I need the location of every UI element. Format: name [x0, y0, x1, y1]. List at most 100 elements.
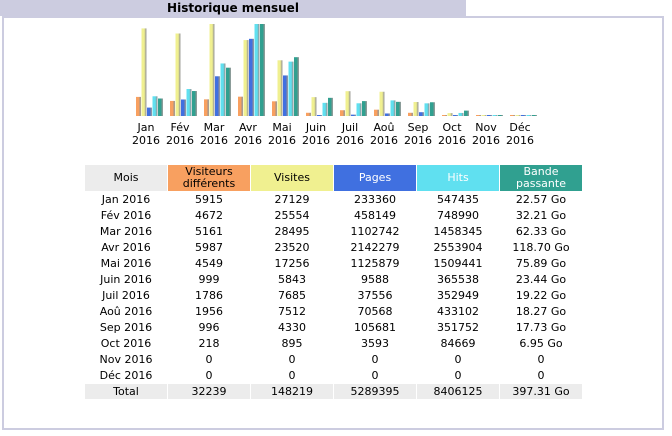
bar-bandwidth — [396, 101, 401, 116]
cell-visitors: 4549 — [195, 257, 223, 270]
month-tick-label: Sep 2016 — [401, 121, 435, 147]
cell-hits: 351752 — [437, 321, 479, 334]
month-name: Sep — [407, 121, 429, 134]
cell-visitors: 218 — [198, 337, 220, 350]
cell-hits: 1509441 — [433, 257, 483, 270]
cell-pages: 1125879 — [350, 257, 400, 270]
total-cell-visitors: 32239 — [168, 384, 250, 399]
bar-visitors — [340, 110, 345, 116]
month-name: Mar — [203, 121, 225, 134]
cell-pages: 3593 — [361, 337, 389, 350]
bar-pages — [453, 115, 458, 116]
cell-visitors: 996 — [198, 321, 220, 334]
header-pages: Pages — [334, 165, 416, 191]
header-hits: Hits — [417, 165, 499, 191]
month-year: 2016 — [302, 134, 330, 147]
table-header-row: Mois Visiteurs différents Visites Pages … — [85, 165, 582, 191]
cell-pages: 0 — [371, 369, 379, 382]
bar-hits — [390, 100, 396, 116]
bar-bandwidth — [362, 101, 367, 116]
bar-hits — [288, 61, 294, 116]
table-total-row: Total 32239 148219 5289395 8406125 397.31 Go — [85, 384, 582, 399]
cell-pages: 1102742 — [350, 225, 400, 238]
bar-visitors — [272, 101, 277, 116]
bar-pages — [487, 115, 492, 116]
bar-visits — [311, 97, 317, 116]
month-year: 2016 — [370, 134, 398, 147]
cell-month: Sep 2016 — [99, 321, 153, 334]
cell-pages: 70568 — [357, 305, 393, 318]
bar-bandwidth — [226, 67, 231, 116]
cell-pages: 233360 — [354, 193, 396, 206]
bar-bandwidth — [328, 97, 333, 116]
month-tick-label: Aoû 2016 — [367, 121, 401, 147]
month-year: 2016 — [438, 134, 466, 147]
month-name: Avr — [239, 121, 257, 134]
cell-hits: 547435 — [437, 193, 479, 206]
cell-month: Juil 2016 — [102, 289, 150, 302]
cell-bandwidth: 6.95 Go — [519, 337, 563, 350]
total-cell-bandwidth: 397.31 Go — [500, 384, 582, 399]
cell-visits: 28495 — [274, 225, 310, 238]
bar-visits — [515, 115, 521, 116]
total-cell-hits: 8406125 — [417, 384, 499, 399]
cell-bandwidth: 62.33 Go — [515, 225, 567, 238]
bar-hits — [322, 102, 328, 116]
cell-hits: 0 — [454, 369, 462, 382]
bar-pages — [317, 115, 322, 116]
cell-bandwidth: 0 — [537, 369, 545, 382]
total-cell-pages: 5289395 — [334, 384, 416, 399]
month-tick-label: Fév 2016 — [163, 121, 197, 147]
month-year: 2016 — [200, 134, 228, 147]
cell-month: Juin 2016 — [100, 273, 152, 286]
bar-visits — [175, 33, 181, 116]
bar-hits — [254, 24, 260, 116]
bar-visitors — [136, 96, 141, 116]
cell-hits: 433102 — [437, 305, 479, 318]
bar-visitors — [170, 100, 175, 116]
month-tick-label: Juin 2016 — [299, 121, 333, 147]
month-name: Juin — [305, 121, 327, 134]
month-name: Aoû — [373, 121, 395, 134]
cell-visits: 23520 — [274, 241, 310, 254]
bar-hits — [458, 112, 464, 116]
bar-visitors — [408, 112, 413, 116]
table-row: Fév 2016 4672 25554 458149 748990 32.21 Go — [85, 208, 582, 223]
table-row: Jan 2016 5915 27129 233360 547435 22.57 Go — [85, 192, 582, 207]
cell-hits: 0 — [454, 353, 462, 366]
cell-month: Fév 2016 — [100, 209, 152, 222]
month-year: 2016 — [506, 134, 534, 147]
bar-pages — [351, 114, 356, 116]
header-month: Mois — [85, 165, 167, 191]
bar-pages — [181, 99, 186, 116]
monthly-stats-table: Mois Visiteurs différents Visites Pages … — [84, 164, 583, 400]
cell-hits: 2553904 — [433, 241, 483, 254]
cell-visits: 4330 — [278, 321, 306, 334]
table-row: Avr 2016 5987 23520 2142279 2553904 118.70 Go — [85, 240, 582, 255]
bar-bandwidth — [158, 98, 163, 116]
table-row: Juin 2016 999 5843 9588 365538 23.44 Go — [85, 272, 582, 287]
month-year: 2016 — [234, 134, 262, 147]
cell-bandwidth: 32.21 Go — [515, 209, 567, 222]
cell-visitors: 0 — [205, 369, 213, 382]
bar-hits — [424, 103, 430, 116]
cell-hits: 1458345 — [433, 225, 483, 238]
cell-bandwidth: 19.22 Go — [515, 289, 567, 302]
bar-visitors — [374, 109, 379, 116]
cell-visits: 895 — [281, 337, 303, 350]
bar-bandwidth — [430, 102, 435, 116]
bar-pages — [215, 76, 220, 116]
bar-visitors — [306, 112, 311, 116]
cell-pages: 105681 — [354, 321, 396, 334]
bar-hits — [356, 103, 362, 116]
cell-visitors: 4672 — [195, 209, 223, 222]
bar-bandwidth — [532, 115, 537, 116]
bar-bandwidth — [498, 115, 503, 116]
month-year: 2016 — [268, 134, 296, 147]
cell-bandwidth: 118.70 Go — [512, 241, 570, 254]
table-row: Sep 2016 996 4330 105681 351752 17.73 Go — [85, 320, 582, 335]
cell-month: Déc 2016 — [99, 369, 153, 382]
table-row: Oct 2016 218 895 3593 84669 6.95 Go — [85, 336, 582, 351]
cell-pages: 2142279 — [350, 241, 400, 254]
cell-month: Mai 2016 — [100, 257, 152, 270]
